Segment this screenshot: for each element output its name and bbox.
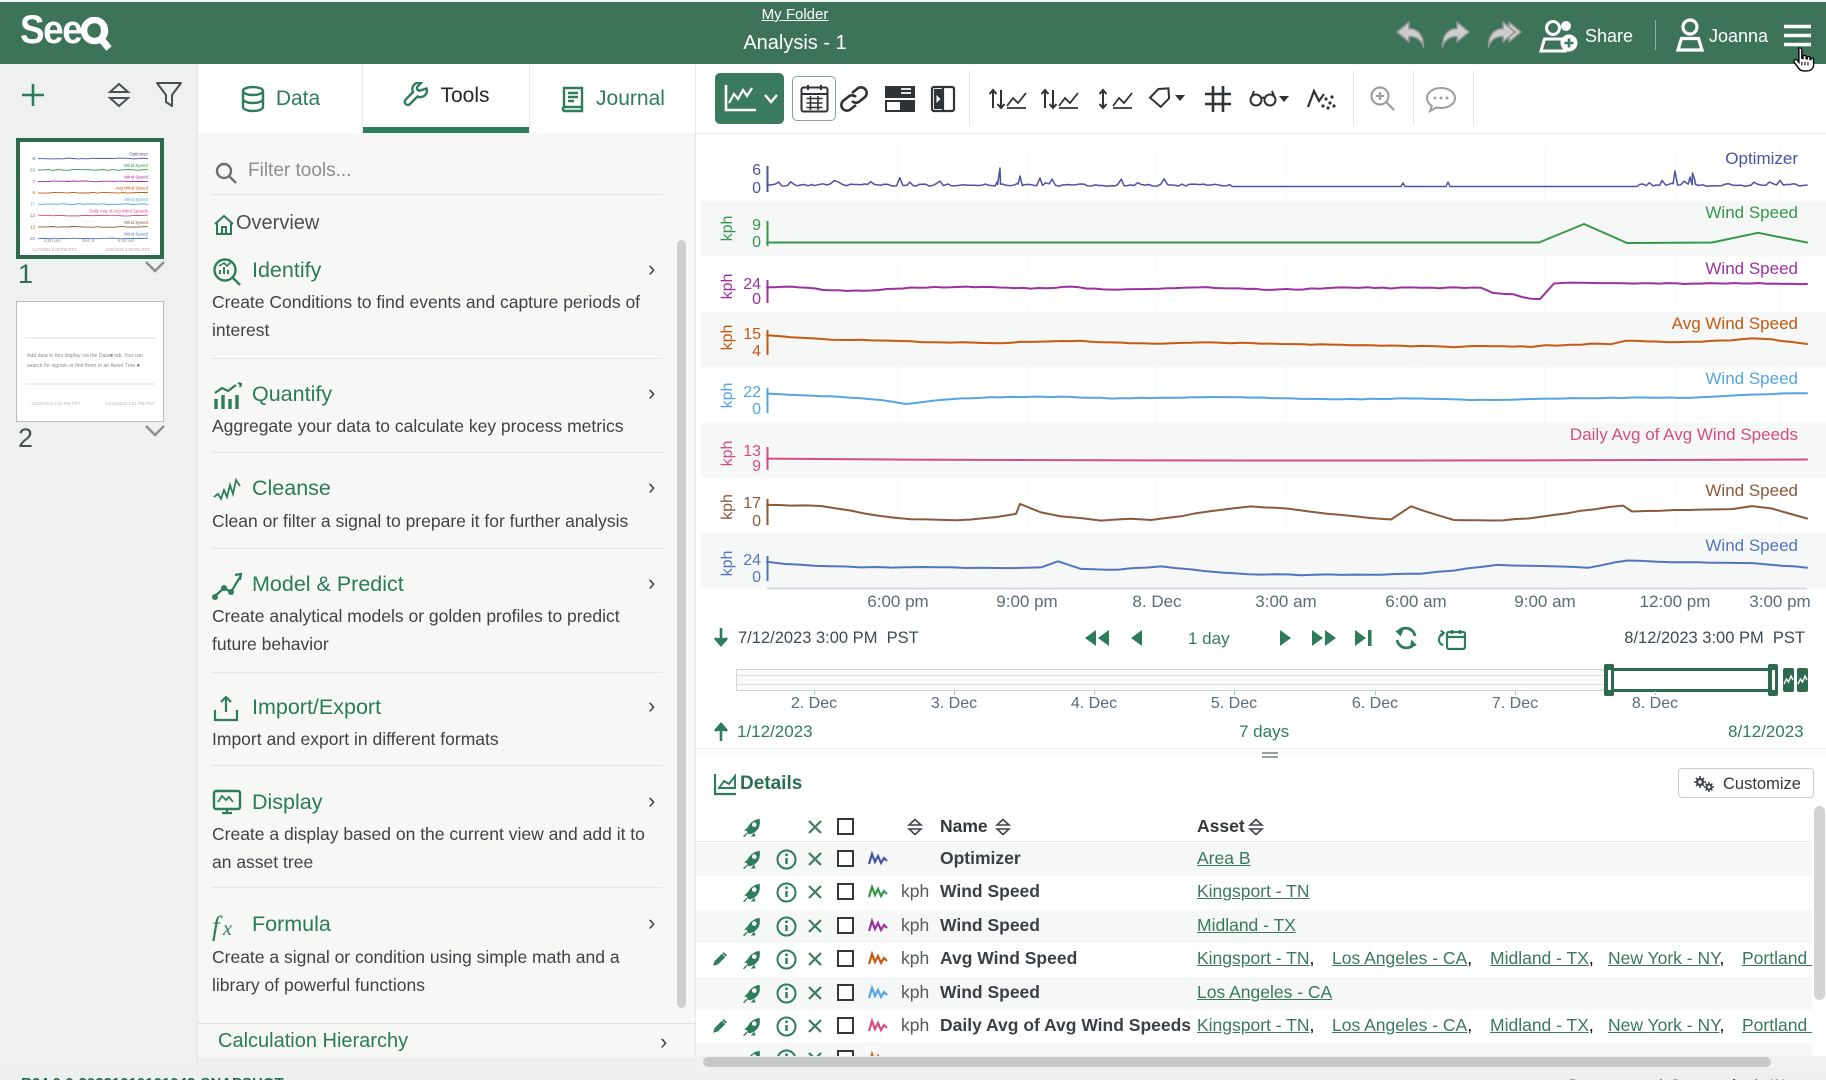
svg-text:13: 13 [743, 443, 761, 460]
svg-text:0: 0 [752, 401, 761, 418]
svg-text:Wind Speed: Wind Speed [124, 231, 148, 236]
svg-text:23: 23 [30, 167, 35, 172]
svg-text:Wind Speed: Wind Speed [124, 174, 148, 179]
svg-text:12/12/2023 3:21 PM PST: 12/12/2023 3:21 PM PST [31, 401, 81, 406]
svg-text:search for signals or find the: search for signals or find them in an As… [27, 363, 140, 369]
svg-text:8. Dec: 8. Dec [1132, 592, 1182, 611]
svg-text:17: 17 [743, 495, 761, 512]
svg-text:Wind Speed: Wind Speed [1705, 481, 1798, 500]
svg-text:kph: kph [719, 383, 736, 409]
svg-text:22: 22 [743, 384, 761, 401]
svg-text:Daily Avg of Avg Wind Speeds: Daily Avg of Avg Wind Speeds [89, 209, 149, 214]
svg-text:4:00 pm: 4:00 pm [44, 238, 61, 243]
svg-text:9:00 am: 9:00 am [1514, 592, 1575, 611]
svg-text:kph: kph [719, 274, 736, 300]
svg-text:f: f [212, 911, 223, 941]
svg-text:22: 22 [30, 236, 35, 241]
svg-text:Optimizer: Optimizer [129, 152, 148, 157]
svg-text:Wind Speed: Wind Speed [1705, 203, 1798, 222]
svg-text:x: x [222, 918, 232, 940]
svg-text:Wind Speed: Wind Speed [1705, 369, 1798, 388]
svg-text:Wind Speed: Wind Speed [124, 220, 148, 225]
svg-text:kph: kph [719, 441, 736, 467]
svg-text:12/8/2023 3:00 PM PST: 12/8/2023 3:00 PM PST [105, 247, 150, 252]
svg-text:12/12/2023 3:21 PM PST: 12/12/2023 3:21 PM PST [105, 401, 155, 406]
svg-text:4: 4 [752, 343, 761, 360]
svg-text:Avg Wind Speed: Avg Wind Speed [1672, 314, 1798, 333]
svg-text:Optimizer: Optimizer [1725, 149, 1798, 168]
svg-text:6: 6 [752, 162, 761, 179]
svg-text:6:00 pm: 6:00 pm [867, 592, 928, 611]
svg-text:Wind Speed: Wind Speed [1705, 536, 1798, 555]
svg-text:13: 13 [30, 224, 35, 229]
svg-text:3:00 am: 3:00 am [1255, 592, 1316, 611]
svg-text:9:00 pm: 9:00 pm [996, 592, 1057, 611]
svg-text:kph: kph [719, 551, 736, 577]
svg-text:17: 17 [30, 202, 35, 207]
svg-text:9: 9 [752, 458, 761, 475]
svg-text:3:00 pm: 3:00 pm [1749, 592, 1810, 611]
svg-text:Dec 8: Dec 8 [82, 238, 94, 243]
svg-text:12: 12 [30, 213, 35, 218]
svg-text:0: 0 [752, 569, 761, 586]
svg-text:9: 9 [752, 217, 761, 234]
svg-text:kph: kph [719, 216, 736, 242]
svg-text:Daily Avg of Avg Wind Speeds: Daily Avg of Avg Wind Speeds [1570, 425, 1798, 444]
svg-text:15: 15 [743, 326, 761, 343]
svg-text:Add data to this display via t: Add data to this display via the Data■ t… [27, 353, 143, 359]
svg-text:6:00 am: 6:00 am [1385, 592, 1446, 611]
svg-text:0: 0 [752, 180, 761, 197]
svg-text:Avg Wind Speed: Avg Wind Speed [115, 186, 148, 191]
svg-text:kph: kph [719, 325, 736, 351]
svg-text:Wind Speed: Wind Speed [124, 163, 148, 168]
svg-text:6:00 am: 6:00 am [118, 238, 135, 243]
svg-text:7: 7 [33, 179, 36, 184]
svg-text:kph: kph [719, 494, 736, 520]
svg-text:0: 0 [752, 291, 761, 308]
svg-text:12:00 pm: 12:00 pm [1640, 592, 1711, 611]
svg-text:12/7/2023 3:00 PM PST: 12/7/2023 3:00 PM PST [32, 247, 77, 252]
svg-text:Wind Speed: Wind Speed [1705, 259, 1798, 278]
svg-text:0: 0 [752, 513, 761, 530]
svg-text:6: 6 [33, 190, 36, 195]
svg-text:0: 0 [752, 234, 761, 251]
svg-text:Wind Speed: Wind Speed [124, 197, 148, 202]
svg-text:24: 24 [743, 552, 761, 569]
svg-text:24: 24 [743, 276, 761, 293]
svg-text:8: 8 [33, 156, 36, 161]
